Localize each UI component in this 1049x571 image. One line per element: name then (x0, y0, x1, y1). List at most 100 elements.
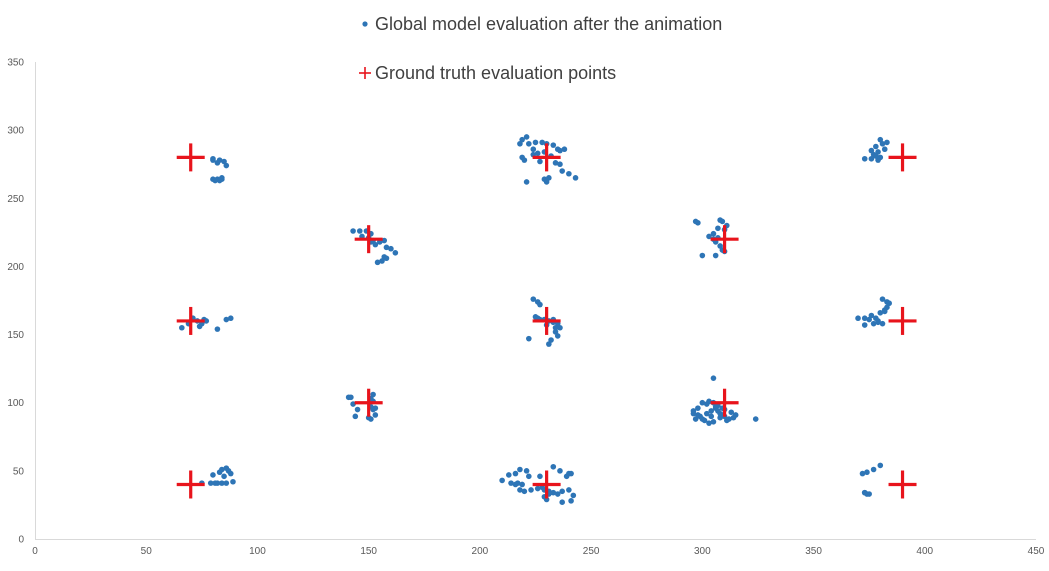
model-point (879, 296, 886, 302)
model-point (566, 170, 572, 177)
model-point (870, 320, 877, 327)
legend-label-truth: Ground truth evaluation points (375, 63, 616, 83)
model-point (559, 168, 565, 174)
model-point (552, 160, 559, 166)
model-point (383, 244, 390, 251)
model-point (372, 241, 379, 248)
model-point (374, 259, 381, 266)
x-tick-label: 250 (583, 546, 600, 557)
model-point (383, 255, 390, 262)
model-point (514, 480, 521, 486)
model-point (550, 489, 557, 496)
model-point (875, 149, 881, 155)
model-point (875, 318, 881, 324)
model-point (216, 177, 223, 184)
model-point (864, 469, 870, 476)
x-tick-labels: 0 50 100 150 200 250 300 350 400 450 (32, 546, 1045, 557)
model-point (523, 179, 530, 185)
model-point (701, 417, 708, 424)
y-tick-label: 100 (7, 398, 24, 409)
model-point (712, 404, 719, 410)
model-point (695, 412, 701, 418)
model-point (570, 492, 577, 499)
model-point (532, 139, 539, 146)
model-point (227, 470, 234, 477)
model-point (568, 470, 574, 477)
y-tick-label: 250 (7, 194, 24, 205)
model-point (550, 463, 557, 470)
model-point (223, 162, 230, 169)
model-point (566, 487, 572, 493)
model-point (512, 470, 519, 477)
model-point (732, 412, 739, 418)
model-point (372, 412, 379, 418)
model-point (508, 480, 514, 486)
model-point (352, 413, 359, 420)
x-tick-label: 100 (249, 546, 266, 557)
model-point (724, 417, 730, 424)
y-tick-label: 200 (7, 262, 24, 273)
x-tick-label: 0 (32, 546, 38, 557)
model-point (537, 301, 543, 308)
model-point (861, 489, 868, 496)
legend: Global model evaluation after the animat… (359, 14, 722, 83)
ground-truth-point (354, 225, 383, 254)
model-point (559, 488, 565, 495)
model-point (699, 252, 706, 259)
model-point (870, 466, 877, 473)
model-point (561, 146, 568, 153)
model-point (517, 487, 523, 493)
model-point (227, 315, 234, 322)
model-point (223, 480, 230, 486)
x-tick-label: 450 (1028, 546, 1045, 557)
model-point (523, 134, 530, 140)
model-point (706, 398, 712, 405)
legend-label-model: Global model evaluation after the animat… (375, 14, 722, 34)
model-point (554, 333, 561, 339)
model-point (879, 320, 886, 327)
model-point (706, 420, 712, 426)
model-point (886, 300, 892, 307)
model-point (517, 140, 523, 147)
y-tick-labels: 0 50 100 150 200 250 300 350 (7, 58, 24, 546)
model-point (543, 179, 550, 185)
model-point (699, 399, 706, 406)
x-tick-label: 350 (805, 546, 822, 557)
model-point (221, 473, 227, 480)
model-point (207, 480, 214, 486)
model-point (499, 477, 505, 484)
model-point (381, 237, 388, 244)
ground-truth-point (532, 470, 561, 499)
model-point (548, 337, 554, 343)
model-point (219, 480, 225, 486)
model-point (715, 408, 721, 414)
model-point (873, 143, 879, 150)
ground-truth-point (888, 306, 917, 335)
model-point (568, 498, 574, 504)
model-point (534, 150, 541, 157)
ground-truth-point (532, 306, 561, 335)
model-point (873, 153, 879, 159)
model-point (523, 468, 530, 474)
x-tick-label: 400 (916, 546, 933, 557)
x-tick-label: 300 (694, 546, 711, 557)
ground-truth-point (354, 388, 383, 417)
ground-truth-point (710, 225, 739, 254)
model-point (546, 341, 552, 347)
model-point (517, 466, 523, 473)
model-point (350, 228, 356, 234)
model-point (557, 161, 563, 168)
ground-truth-point (176, 306, 205, 335)
model-point (521, 488, 528, 495)
model-point (557, 147, 563, 154)
model-point (708, 408, 715, 414)
model-point (368, 416, 374, 422)
model-point (546, 175, 552, 181)
model-point (526, 335, 532, 342)
model-point (370, 391, 376, 398)
model-point (752, 416, 759, 422)
model-point (230, 478, 236, 485)
ground-truth-series (176, 143, 917, 499)
y-tick-label: 300 (7, 126, 24, 137)
model-point (506, 472, 512, 478)
